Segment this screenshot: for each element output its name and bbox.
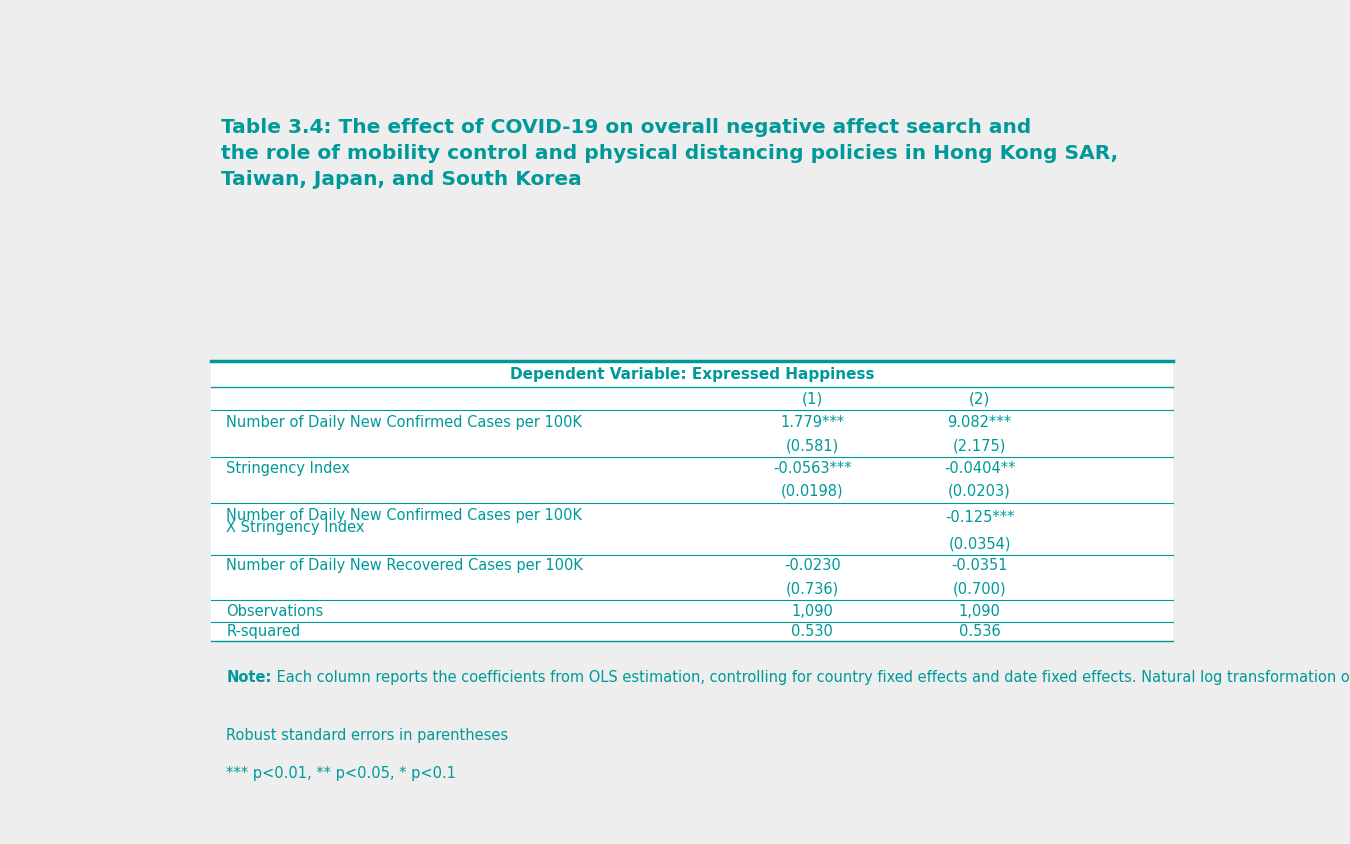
Text: Note:: Note:	[227, 670, 271, 685]
Text: -0.0563***: -0.0563***	[774, 461, 852, 476]
Text: -0.0404**: -0.0404**	[944, 461, 1015, 476]
Text: (0.0354): (0.0354)	[948, 536, 1011, 551]
Text: Robust standard errors in parentheses: Robust standard errors in parentheses	[227, 728, 509, 744]
Text: Stringency Index: Stringency Index	[227, 461, 350, 476]
FancyBboxPatch shape	[211, 361, 1173, 641]
Text: (0.581): (0.581)	[786, 438, 838, 453]
Text: 9.082***: 9.082***	[948, 414, 1011, 430]
Text: Number of Daily New Recovered Cases per 100K: Number of Daily New Recovered Cases per …	[227, 559, 583, 573]
Text: R-squared: R-squared	[227, 624, 301, 639]
Text: X Stringency Index: X Stringency Index	[227, 520, 364, 535]
Text: 1,090: 1,090	[958, 604, 1000, 619]
Text: 0.530: 0.530	[791, 624, 833, 639]
Text: (0.736): (0.736)	[786, 582, 838, 596]
Text: (0.0198): (0.0198)	[780, 484, 844, 499]
Text: (0.0203): (0.0203)	[948, 484, 1011, 499]
Text: 0.536: 0.536	[958, 624, 1000, 639]
Text: (2.175): (2.175)	[953, 438, 1006, 453]
Text: Number of Daily New Confirmed Cases per 100K: Number of Daily New Confirmed Cases per …	[227, 414, 582, 430]
Text: the role of mobility control and physical distancing policies in Hong Kong SAR,: the role of mobility control and physica…	[221, 143, 1118, 163]
Text: *** p<0.01, ** p<0.05, * p<0.1: *** p<0.01, ** p<0.05, * p<0.1	[227, 766, 456, 781]
Text: (2): (2)	[969, 391, 991, 406]
Text: Taiwan, Japan, and South Korea: Taiwan, Japan, and South Korea	[221, 170, 582, 188]
Text: Observations: Observations	[227, 604, 324, 619]
Text: Number of Daily New Confirmed Cases per 100K: Number of Daily New Confirmed Cases per …	[227, 508, 582, 523]
Text: 1,090: 1,090	[791, 604, 833, 619]
Text: -0.125***: -0.125***	[945, 511, 1014, 525]
Text: (1): (1)	[802, 391, 824, 406]
Text: (0.700): (0.700)	[953, 582, 1006, 596]
Text: -0.0230: -0.0230	[784, 559, 841, 573]
Text: 1.779***: 1.779***	[780, 414, 844, 430]
Text: Table 3.4: The effect of COVID-19 on overall negative affect search and: Table 3.4: The effect of COVID-19 on ove…	[221, 117, 1031, 137]
Text: Each column reports the coefficients from OLS estimation, controlling for countr: Each column reports the coefficients fro…	[273, 670, 1350, 685]
Text: Dependent Variable: Expressed Happiness: Dependent Variable: Expressed Happiness	[510, 367, 875, 381]
Text: -0.0351: -0.0351	[952, 559, 1008, 573]
